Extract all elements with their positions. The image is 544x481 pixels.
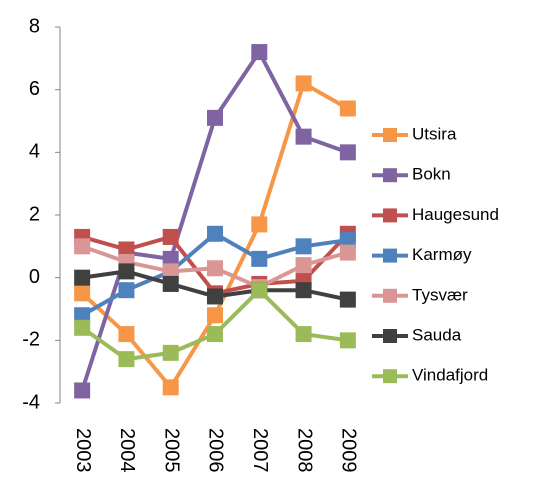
point [339,291,356,308]
point [74,307,91,324]
x-tick-label: 2007 [249,428,271,473]
point [162,250,179,267]
y-tick-label: 2 [29,203,40,225]
point [162,344,179,361]
point [295,128,312,145]
point [162,275,179,292]
point [207,225,223,242]
point [118,351,135,368]
y-tick-label: 6 [29,78,40,100]
point [295,238,312,255]
point [339,244,356,261]
y-tick-label: -2 [22,329,40,351]
point [118,282,135,299]
x-tick-label: 2005 [160,428,182,473]
point [74,269,91,286]
legend-marker [383,248,397,263]
legend-marker [383,369,397,384]
point [162,379,179,396]
point [295,257,312,274]
point [118,263,135,280]
point [74,238,91,255]
point [251,44,268,61]
y-tick-label: 0 [29,266,40,288]
point [207,326,223,343]
point [251,250,268,267]
x-tick-label: 2003 [72,428,94,473]
legend-marker [383,168,397,183]
y-tick-label: 8 [29,15,40,37]
point [339,232,356,249]
x-tick-label: 2006 [205,428,227,473]
x-tick-label: 2004 [116,428,138,473]
y-tick-label: 4 [29,141,40,163]
point [118,241,135,258]
point [74,285,91,302]
x-tick-label: 2008 [293,428,315,473]
point [207,109,223,126]
legend-label: Sauda [412,325,462,344]
point [74,319,91,336]
point [295,282,312,299]
point [339,144,356,161]
point [162,228,179,245]
point [339,332,356,349]
legend-label: Haugesund [412,205,499,224]
legend-label: Vindafjord [412,366,488,385]
point [251,216,268,233]
point [295,75,312,92]
point [251,282,268,299]
legend-marker [383,128,397,142]
legend-label: Karmøy [412,245,472,264]
legend-label: Tysvær [412,285,468,304]
point [207,260,223,277]
legend-label: Utsira [412,124,457,143]
y-tick-label: -4 [22,391,40,413]
point [295,326,312,343]
legend-label: Bokn [412,165,451,184]
point [207,288,223,305]
legend-marker [383,329,397,343]
point [207,307,223,324]
point [74,382,91,399]
legend-marker [383,288,397,303]
point [118,326,135,343]
point [339,100,356,117]
x-tick-label: 2009 [338,428,360,473]
legend-marker [383,208,397,223]
point [162,263,179,280]
